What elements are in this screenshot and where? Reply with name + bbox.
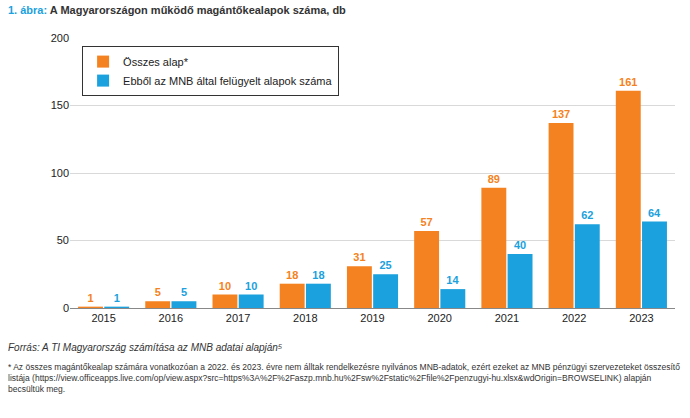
svg-text:64: 64 (648, 207, 661, 219)
svg-text:18: 18 (286, 269, 298, 281)
svg-text:2022: 2022 (562, 312, 586, 324)
html-text:Forrás: A TI Magyarország szám: Forrás: A TI Magyarország számítása az M… (8, 342, 283, 353)
svg-text:150: 150 (51, 99, 69, 111)
svg-text:2023: 2023 (629, 312, 653, 324)
svg-text:0: 0 (63, 302, 69, 314)
svg-text:1: 1 (87, 292, 93, 304)
svg-text:100: 100 (51, 167, 69, 179)
svg-text:89: 89 (488, 173, 500, 185)
svg-text:161: 161 (619, 76, 637, 88)
svg-text:62: 62 (581, 209, 593, 221)
svg-text:2020: 2020 (427, 312, 451, 324)
html-text:* Az összes magántőkealap szám: * Az összes magántőkealap számára vonatk… (8, 362, 680, 394)
svg-text:2018: 2018 (293, 312, 317, 324)
svg-text:5: 5 (181, 286, 187, 298)
svg-text:Összes alap*: Összes alap* (123, 56, 189, 68)
svg-text:2021: 2021 (495, 312, 519, 324)
svg-text:18: 18 (312, 269, 324, 281)
svg-text:10: 10 (245, 280, 257, 292)
svg-text:2016: 2016 (159, 312, 183, 324)
svg-text:2019: 2019 (360, 312, 384, 324)
svg-text:Ebből az MNB által felügyelt a: Ebből az MNB által felügyelt alapok szám… (123, 75, 332, 87)
svg-text:31: 31 (353, 251, 365, 263)
svg-text:137: 137 (552, 108, 570, 120)
svg-text:40: 40 (514, 239, 526, 251)
svg-text:14: 14 (446, 274, 459, 286)
html-text:1. ábra: A Magyarországon műkö: 1. ábra: A Magyarországon működő magántő… (8, 4, 346, 16)
svg-text:2015: 2015 (91, 312, 115, 324)
svg-text:5: 5 (155, 286, 161, 298)
svg-text:200: 200 (51, 32, 69, 44)
svg-text:50: 50 (57, 234, 69, 246)
svg-text:25: 25 (379, 259, 391, 271)
svg-text:57: 57 (420, 216, 432, 228)
svg-text:1: 1 (114, 292, 120, 304)
svg-text:2017: 2017 (226, 312, 250, 324)
svg-text:10: 10 (219, 280, 231, 292)
